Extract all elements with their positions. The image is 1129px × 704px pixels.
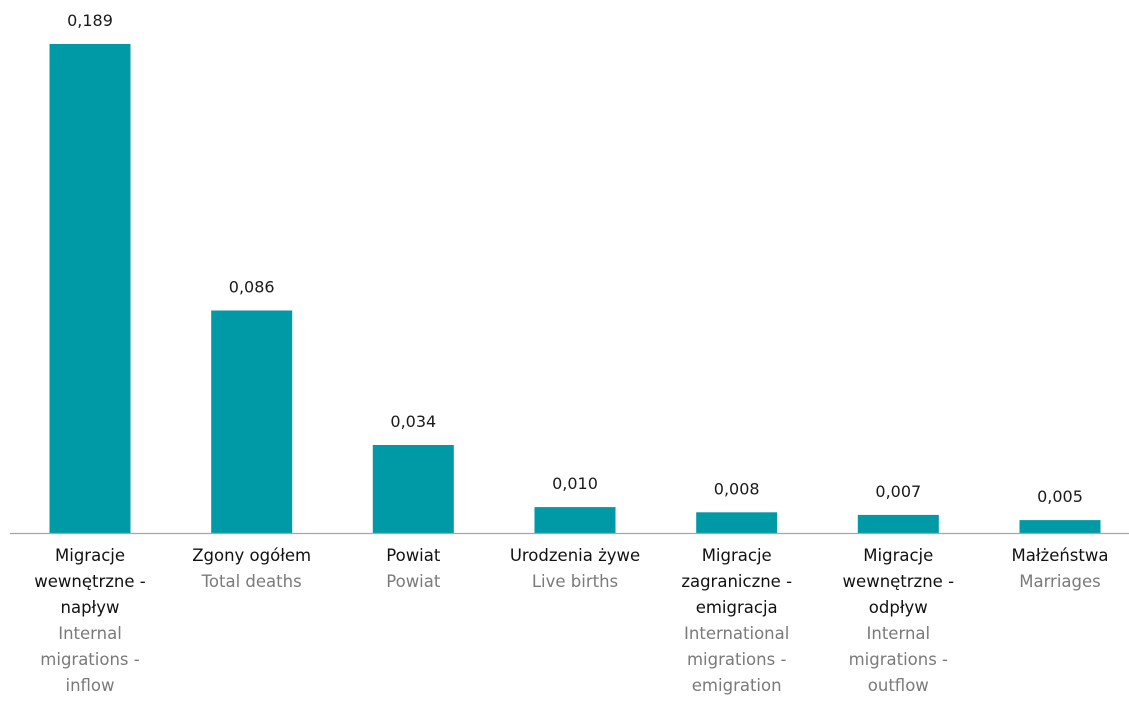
bar-value-label: 0,189 (67, 11, 113, 30)
bar-value-label: 0,086 (229, 278, 275, 297)
category-label-en: Internal migrations - inflow (40, 624, 140, 695)
bar-value-label: 0,034 (390, 412, 436, 431)
category-label: Urodzenia żywe Live births (505, 543, 645, 595)
category-label-en: Internal migrations - outflow (848, 624, 949, 695)
bar-value-label: 0,005 (1037, 487, 1083, 506)
bar (534, 507, 616, 533)
category-label: Powiat Powiat (343, 543, 483, 595)
category-label: Zgony ogółem Total deaths (182, 543, 322, 595)
category-label: Migracje wewnętrzne - odpływ Internal mi… (828, 543, 968, 699)
category-label-pl: Migracje wewnętrzne - napływ (34, 546, 146, 617)
category-label-pl: Migracje wewnętrzne - odpływ (842, 546, 955, 617)
bar (1019, 520, 1101, 533)
category-label-en: Live births (531, 572, 619, 591)
bars-group (49, 44, 1101, 533)
category-label-pl: Zgony ogółem (192, 546, 312, 565)
bar (696, 512, 778, 533)
category-label-pl: Migracje zagraniczne - emigracja (681, 546, 793, 617)
category-label-en: Marriages (1019, 572, 1101, 591)
category-label-en: Total deaths (201, 572, 302, 591)
category-label-en: International migrations - emigration (684, 624, 790, 695)
value-labels-group: 0,189 0,086 0,034 0,010 0,008 0,007 0,005 (67, 11, 1083, 506)
category-label: Migracje wewnętrzne - napływ Internal mi… (20, 543, 160, 699)
bar (372, 445, 454, 533)
bar (857, 514, 939, 533)
bar-value-label: 0,008 (714, 479, 760, 498)
bar-value-label: 0,007 (875, 482, 921, 501)
category-label: Małżeństwa Marriages (990, 543, 1129, 595)
bar-value-label: 0,010 (552, 474, 598, 493)
bar (49, 44, 131, 533)
category-label: Migracje zagraniczne - emigracja Interna… (667, 543, 807, 699)
category-label-pl: Powiat (386, 546, 441, 565)
category-label-pl: Małżeństwa (1011, 546, 1109, 565)
bar (211, 310, 293, 533)
category-label-pl: Urodzenia żywe (509, 546, 641, 565)
category-label-en: Powiat (386, 572, 441, 591)
